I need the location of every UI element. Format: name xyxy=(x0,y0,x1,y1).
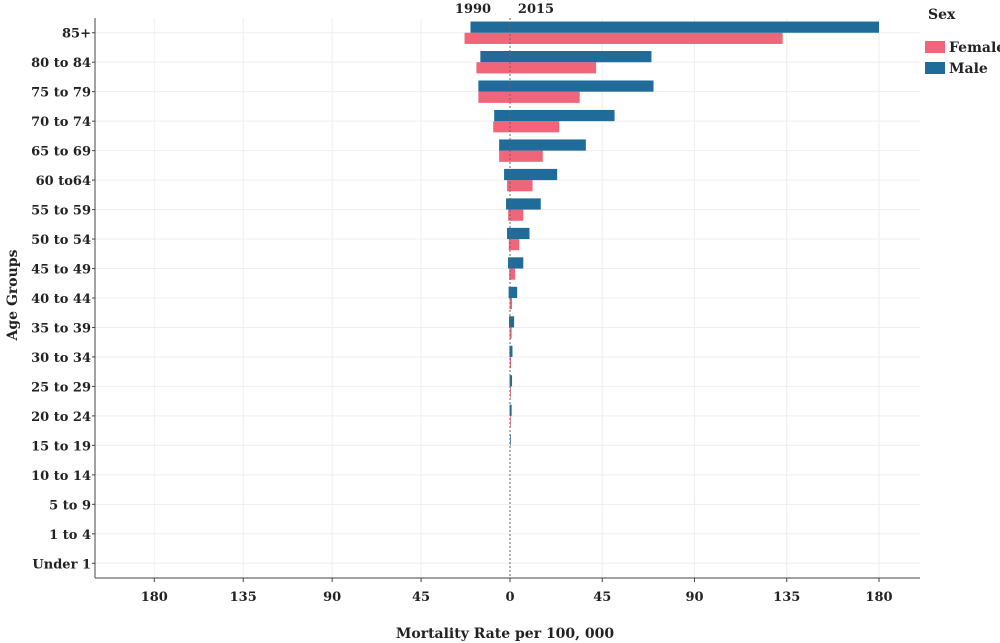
bar-female-1990 xyxy=(499,150,510,162)
bar-female-2015 xyxy=(510,327,512,339)
y-tick-label: 85+ xyxy=(62,27,91,42)
y-tick-label: 65 to 69 xyxy=(31,145,91,160)
bar-female-1990 xyxy=(476,62,510,74)
bar-male-1990 xyxy=(506,198,510,210)
y-tick-label: 15 to 19 xyxy=(31,439,91,454)
bar-male-2015 xyxy=(510,257,524,269)
bar-male-1990 xyxy=(478,80,510,92)
bar-female-2015 xyxy=(510,180,533,192)
bar-female-2015 xyxy=(510,150,543,162)
bar-male-1990 xyxy=(508,286,510,298)
bar-male-2015 xyxy=(510,109,615,122)
y-tick-label: 25 to 29 xyxy=(31,380,91,395)
bar-female-2015 xyxy=(510,91,580,103)
bar-male-2015 xyxy=(510,51,652,63)
y-tick-label: 1 to 4 xyxy=(49,528,91,543)
y-tick-label: 45 to 49 xyxy=(31,263,91,278)
bar-male-2015 xyxy=(510,345,513,357)
y-tick-label: 60 to64 xyxy=(36,174,91,189)
y-tick-label: 35 to 39 xyxy=(31,321,91,336)
y-axis-title: Age Groups xyxy=(5,249,21,341)
right-side-label: 2015 xyxy=(518,2,554,17)
y-tick-label: 30 to 34 xyxy=(31,351,91,366)
bar-male-1990 xyxy=(509,375,511,387)
bar-female-2015 xyxy=(510,121,560,133)
bar-male-2015 xyxy=(510,198,541,210)
x-tick-label: 135 xyxy=(773,590,800,605)
bar-female-2015 xyxy=(510,268,516,280)
bar-male-2015 xyxy=(510,404,512,416)
legend: Sex Female Male xyxy=(925,7,1000,77)
legend-swatch-female xyxy=(925,41,945,53)
bar-male-1990 xyxy=(499,139,510,151)
left-side-label: 1990 xyxy=(455,2,491,17)
x-tick-label: 45 xyxy=(412,590,430,605)
bar-female-2015 xyxy=(510,32,783,44)
y-tick-label: Under 1 xyxy=(32,557,91,572)
x-tick-label: 135 xyxy=(230,590,257,605)
bar-female-2015 xyxy=(510,415,511,428)
y-tick-label: 5 to 9 xyxy=(49,498,91,513)
x-tick-label: 90 xyxy=(323,590,341,605)
axes xyxy=(92,18,920,582)
bar-female-2015 xyxy=(510,209,524,221)
bar-male-2015 xyxy=(510,168,558,181)
bar-female-2015 xyxy=(510,298,513,310)
x-tick-label: 180 xyxy=(865,590,892,605)
bar-male-1990 xyxy=(470,21,510,33)
bar-female-1990 xyxy=(508,239,510,251)
legend-label-female: Female xyxy=(949,40,1000,56)
bar-male-2015 xyxy=(510,286,518,298)
bar-male-2015 xyxy=(510,316,515,328)
bar-male-2015 xyxy=(510,80,654,92)
legend-title: Sex xyxy=(928,7,956,23)
bar-female-1990 xyxy=(508,209,510,221)
x-tick-label: 180 xyxy=(141,590,168,605)
bar-female-1990 xyxy=(509,327,511,339)
x-axis-title: Mortality Rate per 100, 000 xyxy=(396,626,615,642)
bar-female-1990 xyxy=(464,32,510,44)
bar-female-1990 xyxy=(478,91,510,103)
y-tick-label: 10 to 14 xyxy=(31,469,91,484)
y-tick-label: 55 to 59 xyxy=(31,204,91,219)
y-tick-labels: Under 1 1 to 4 5 to 9 10 to 14 15 to 19 20 to… xyxy=(31,27,91,573)
bar-female-1990 xyxy=(507,180,510,192)
bar-female-2015 xyxy=(510,386,511,398)
bar-male-1990 xyxy=(480,51,510,63)
y-tick-label: 80 to 84 xyxy=(31,56,91,71)
bar-male-2015 xyxy=(510,227,530,240)
y-tick-label: 40 to 44 xyxy=(31,292,91,307)
bar-male-1990 xyxy=(504,168,510,181)
y-tick-label: 70 to 74 xyxy=(31,115,91,130)
bar-male-1990 xyxy=(508,257,510,269)
bar-male-2015 xyxy=(510,375,513,387)
bar-male-1990 xyxy=(509,316,510,328)
legend-label-male: Male xyxy=(949,61,988,77)
y-tick-label: 20 to 24 xyxy=(31,410,91,425)
y-tick-label: 75 to 79 xyxy=(31,86,91,101)
bar-female-2015 xyxy=(510,62,597,74)
y-tick-label: 50 to 54 xyxy=(31,233,91,248)
x-tick-label: 0 xyxy=(505,590,514,605)
x-tick-labels: 180 135 90 45 0 45 90 135 180 xyxy=(141,590,893,605)
bar-male-1990 xyxy=(494,109,510,122)
bar-male-2015 xyxy=(510,21,879,33)
x-tick-label: 45 xyxy=(593,590,611,605)
bars xyxy=(464,21,879,446)
x-tick-label: 90 xyxy=(685,590,703,605)
legend-swatch-male xyxy=(925,62,945,74)
bar-female-2015 xyxy=(510,239,520,251)
bar-female-1990 xyxy=(493,121,510,133)
bar-male-1990 xyxy=(507,227,510,240)
bar-male-2015 xyxy=(510,139,586,151)
